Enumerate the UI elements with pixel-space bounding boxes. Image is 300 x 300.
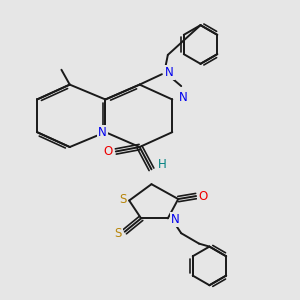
Text: O: O xyxy=(104,145,113,158)
Text: S: S xyxy=(119,193,126,206)
Text: N: N xyxy=(179,92,188,104)
Text: N: N xyxy=(171,213,180,226)
Text: N: N xyxy=(165,66,174,79)
Text: O: O xyxy=(198,190,207,202)
Text: H: H xyxy=(158,158,166,171)
Text: S: S xyxy=(115,227,122,240)
Text: N: N xyxy=(98,126,107,139)
